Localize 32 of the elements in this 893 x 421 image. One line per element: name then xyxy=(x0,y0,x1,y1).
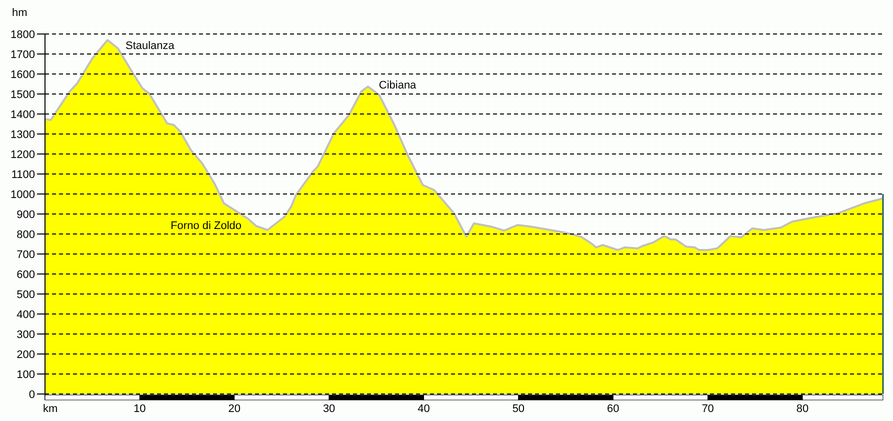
x-tick-label: 40 xyxy=(418,403,430,415)
x-tick-label: 20 xyxy=(228,403,241,415)
y-tick-label: 1500 xyxy=(10,88,35,101)
y-tick-label: 1400 xyxy=(10,108,35,121)
y-tick-label: 500 xyxy=(16,288,35,301)
x-tick-label: 70 xyxy=(702,403,714,415)
annotation: Staulanza xyxy=(125,40,176,52)
y-tick-label: 1300 xyxy=(10,128,35,141)
x-tick-label: 30 xyxy=(322,403,336,415)
y-tick-label: 300 xyxy=(16,328,35,341)
y-tick-label: 1600 xyxy=(10,68,35,81)
y-tick-label: 800 xyxy=(16,228,35,241)
x-tick-label: 10 xyxy=(134,403,146,415)
y-tick-label: 100 xyxy=(16,368,35,381)
annotation: Cibiana xyxy=(378,79,418,92)
y-tick-label: 0 xyxy=(28,388,35,401)
x-tick-label: 80 xyxy=(796,403,809,415)
y-tick-label: 400 xyxy=(16,308,35,321)
y-axis-title: hm xyxy=(12,7,28,19)
x-tick-label: 50 xyxy=(512,403,525,415)
y-tick-label: 700 xyxy=(16,248,35,261)
y-tick-label: 1000 xyxy=(10,188,35,201)
y-tick-label: 1700 xyxy=(10,48,35,61)
y-tick-label: 1800 xyxy=(10,28,35,41)
x-axis-title: km xyxy=(43,403,58,415)
y-tick-label: 1100 xyxy=(11,168,35,181)
y-tick-label: 600 xyxy=(16,268,35,281)
y-tick-label: 1200 xyxy=(10,148,35,161)
x-tick-label: 60 xyxy=(607,403,620,415)
annotation: Forno di Zoldo xyxy=(170,220,242,232)
y-tick-label: 900 xyxy=(16,208,35,221)
y-tick-label: 200 xyxy=(16,348,35,361)
